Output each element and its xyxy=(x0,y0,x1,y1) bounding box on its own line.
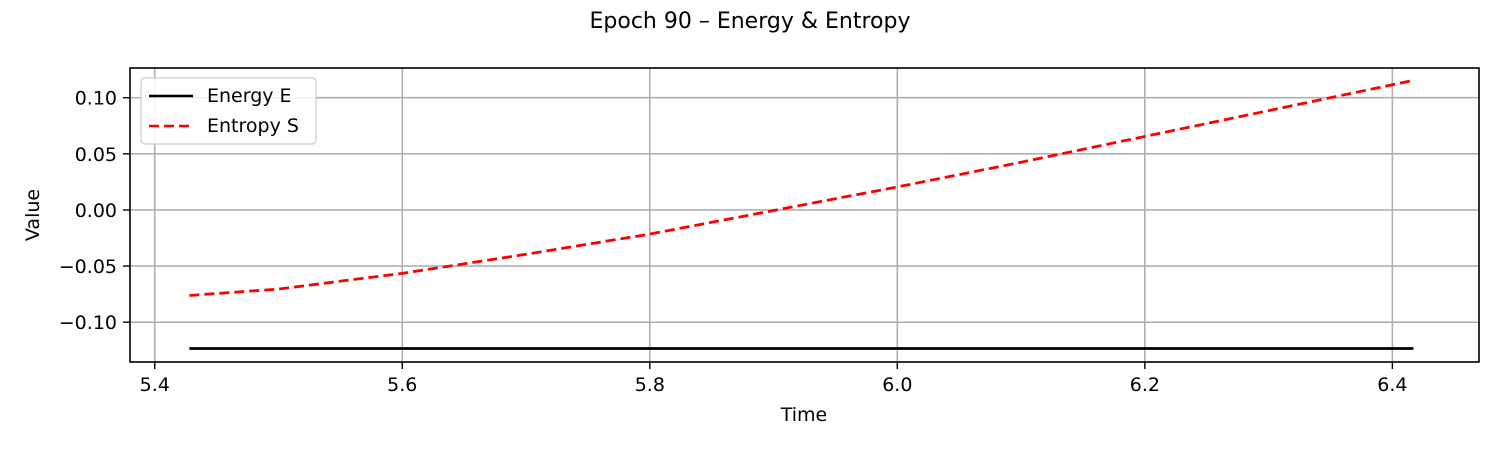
legend-energy-label: Energy E xyxy=(207,85,292,107)
y-tick-label: 0.00 xyxy=(75,200,117,222)
x-tick-label: 5.4 xyxy=(140,374,170,396)
y-tick-label: −0.10 xyxy=(59,312,117,334)
grid xyxy=(130,68,1479,362)
x-tick-label: 5.8 xyxy=(635,374,665,396)
y-tick-label: 0.10 xyxy=(75,88,117,110)
plot-border xyxy=(129,67,1480,363)
x-axis-label: Time xyxy=(780,404,828,426)
chart-title: Epoch 90 – Energy & Entropy xyxy=(590,9,911,34)
legend-box xyxy=(140,77,317,145)
x-tick-label: 6.0 xyxy=(882,374,912,396)
series-line-entropy xyxy=(189,78,1414,297)
y-tick-label: 0.05 xyxy=(75,144,117,166)
x-axis-ticks: 5.4 5.6 5.8 6.0 6.2 6.4 xyxy=(140,362,1407,396)
y-axis-label: Value xyxy=(22,189,44,241)
legend-entropy-label: Entropy S xyxy=(207,115,299,137)
y-tick-label: −0.05 xyxy=(59,256,117,278)
x-tick-label: 6.2 xyxy=(1130,374,1160,396)
y-axis-ticks: −0.10 −0.05 0.00 0.05 0.10 xyxy=(59,88,130,334)
legend: Energy E Entropy S xyxy=(140,77,317,145)
plot-area xyxy=(130,68,1479,362)
x-tick-label: 5.6 xyxy=(387,374,417,396)
series-layer xyxy=(189,78,1414,350)
x-tick-label: 6.4 xyxy=(1377,374,1407,396)
